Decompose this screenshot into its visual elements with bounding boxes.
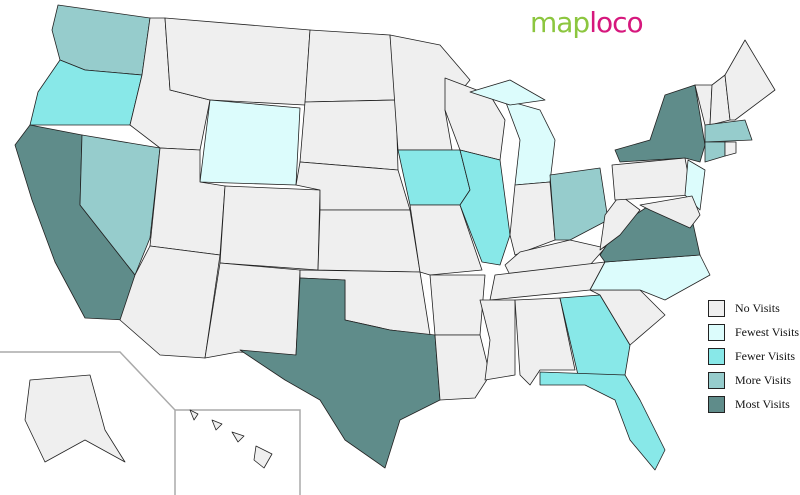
legend: No Visits Fewest Visits Fewer Visits Mor… — [708, 296, 799, 416]
state-la[interactable] — [434, 334, 491, 401]
state-mi[interactable] — [469, 79, 546, 106]
state-ri[interactable] — [724, 141, 737, 157]
legend-swatch — [708, 299, 725, 317]
legend-swatch — [708, 323, 725, 341]
legend-swatch — [708, 347, 725, 365]
legend-item-most: Most Visits — [708, 392, 799, 416]
state-pa[interactable] — [611, 157, 693, 201]
inset-border — [0, 351, 176, 495]
state-co[interactable] — [219, 185, 321, 271]
state-md[interactable] — [639, 195, 701, 229]
alaska-inset — [0, 351, 301, 495]
state-ar[interactable] — [429, 274, 486, 336]
state-ia[interactable] — [397, 149, 471, 206]
state-mi[interactable] — [504, 99, 556, 186]
state-me[interactable] — [724, 39, 776, 121]
state-ga[interactable] — [559, 294, 631, 376]
state-ct[interactable] — [704, 141, 726, 163]
state-nv[interactable] — [79, 134, 161, 276]
state-nm[interactable] — [204, 262, 301, 359]
state-ak[interactable] — [24, 374, 126, 463]
state-il[interactable] — [459, 149, 511, 266]
state-fl[interactable] — [539, 371, 666, 471]
state-hi[interactable] — [189, 409, 199, 421]
state-tx[interactable] — [239, 277, 441, 469]
state-oh[interactable] — [549, 167, 609, 241]
state-az[interactable] — [119, 245, 221, 359]
legend-swatch — [708, 371, 725, 389]
state-ma[interactable] — [704, 119, 753, 143]
state-hi[interactable] — [231, 431, 245, 443]
state-sd[interactable] — [299, 99, 399, 171]
inset-border — [175, 409, 301, 495]
state-ny[interactable] — [614, 84, 706, 163]
maploco-logo: maploco — [530, 6, 644, 39]
legend-item-fewer: Fewer Visits — [708, 344, 799, 368]
state-wv[interactable] — [599, 194, 641, 251]
legend-item-none: No Visits — [708, 296, 799, 320]
state-hi[interactable] — [253, 445, 273, 469]
state-ks[interactable] — [317, 209, 421, 273]
state-hi[interactable] — [211, 419, 223, 431]
state-nd[interactable] — [304, 29, 397, 103]
legend-swatch — [708, 395, 725, 413]
state-mo[interactable] — [409, 204, 483, 276]
state-wy[interactable] — [199, 99, 301, 186]
legend-item-more: More Visits — [708, 368, 799, 392]
legend-item-fewest: Fewest Visits — [708, 320, 799, 344]
state-ms[interactable] — [479, 299, 516, 381]
state-mt[interactable] — [164, 17, 311, 106]
state-in[interactable] — [509, 181, 556, 256]
